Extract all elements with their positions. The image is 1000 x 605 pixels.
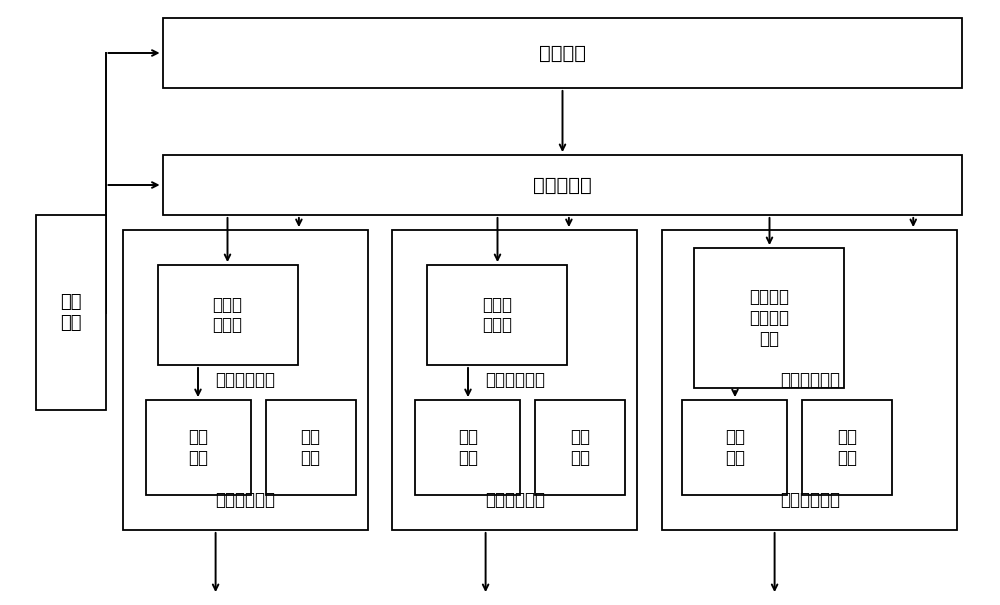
Text: 翻转控制模块: 翻转控制模块 xyxy=(485,491,545,509)
Text: 平移控制模块: 平移控制模块 xyxy=(215,371,275,389)
Text: 限位
开关: 限位 开关 xyxy=(837,428,857,467)
Text: 升降控制模块: 升降控制模块 xyxy=(780,491,840,509)
Bar xyxy=(415,400,520,495)
Text: 单片机系统: 单片机系统 xyxy=(533,175,592,194)
Text: 继电器正
反转控制
单元: 继电器正 反转控制 单元 xyxy=(750,288,789,348)
Text: 电动
推杆: 电动 推杆 xyxy=(458,428,478,467)
Text: 限位
开关: 限位 开关 xyxy=(570,428,590,467)
Text: 人机接口: 人机接口 xyxy=(539,44,586,62)
Bar xyxy=(162,18,962,88)
Bar xyxy=(36,215,106,410)
Text: 电机驱
动单元: 电机驱 动单元 xyxy=(212,296,242,335)
Text: 翻转控制模块: 翻转控制模块 xyxy=(485,371,545,389)
Text: 升降控制模块: 升降控制模块 xyxy=(780,371,840,389)
Text: 平移控制模块: 平移控制模块 xyxy=(215,491,275,509)
Bar xyxy=(662,230,957,530)
Bar xyxy=(694,248,844,388)
Bar xyxy=(392,230,637,530)
Text: 电机驱
动单元: 电机驱 动单元 xyxy=(482,296,512,335)
Bar xyxy=(146,400,250,495)
Bar xyxy=(427,265,567,365)
Bar xyxy=(535,400,626,495)
Text: 电动
推杆: 电动 推杆 xyxy=(725,428,745,467)
Bar xyxy=(122,230,368,530)
Text: 电动
推杆: 电动 推杆 xyxy=(188,428,208,467)
Bar xyxy=(802,400,892,495)
Bar xyxy=(162,155,962,215)
Text: 开关
电源: 开关 电源 xyxy=(60,293,81,332)
Text: 限位
开关: 限位 开关 xyxy=(300,428,320,467)
Bar xyxy=(266,400,356,495)
Bar xyxy=(682,400,787,495)
Bar xyxy=(158,265,298,365)
